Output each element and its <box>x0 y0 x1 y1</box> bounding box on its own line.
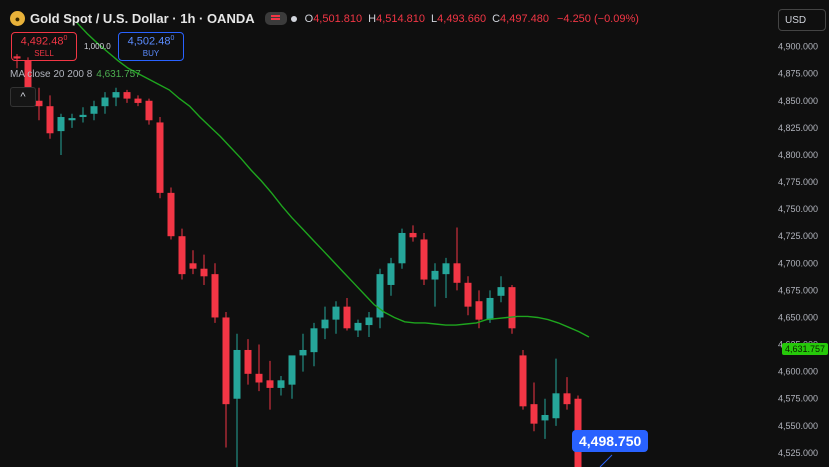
last-price-badge: 4,498.750 <box>572 430 649 452</box>
candle-down <box>35 100 43 107</box>
candle-up <box>354 322 362 331</box>
quantity-field[interactable]: 1,000.0 <box>84 42 111 51</box>
candle-down <box>563 393 571 405</box>
indicator-legend[interactable]: MA close 20 200 8 4,631.757 <box>10 69 141 80</box>
candle-up <box>486 297 494 320</box>
candle-down <box>420 239 428 280</box>
currency-selector[interactable]: USD <box>778 9 826 31</box>
price-tick-label: 4,725.000 <box>778 231 818 241</box>
candle-up <box>277 380 285 388</box>
candle-down <box>167 192 175 237</box>
price-axis[interactable]: 4,925.0004,900.0004,875.0004,850.0004,82… <box>778 15 818 458</box>
candle-down <box>409 232 417 238</box>
candle-up <box>310 328 318 353</box>
ma-price-tag: 4,631.757 <box>781 343 828 355</box>
candle-up <box>233 349 241 399</box>
moving-average-line <box>76 22 613 467</box>
candle-up <box>288 355 296 385</box>
candle-up <box>442 263 450 275</box>
sell-button[interactable]: 4,492.480 SELL <box>11 32 77 61</box>
candle-up <box>79 114 87 118</box>
candle-up <box>299 349 307 356</box>
symbol-legend: ● Gold Spot / U.S. Dollar · 1h · OANDA O… <box>10 11 639 26</box>
buy-label: BUY <box>142 48 160 58</box>
sell-price: 4,492.48 <box>20 35 64 48</box>
candle-up <box>552 393 560 419</box>
price-tick-label: 4,550.000 <box>778 421 818 431</box>
candle-down <box>123 92 131 99</box>
candle-up <box>497 287 505 296</box>
candles <box>13 54 582 467</box>
open-value: O4,501.810 <box>304 12 363 25</box>
low-value: L4,493.660 <box>431 12 487 25</box>
candle-up <box>321 319 329 329</box>
price-tick-label: 4,875.000 <box>778 69 818 79</box>
collapse-legend-button[interactable]: ^ <box>10 87 36 107</box>
candle-up <box>431 270 439 280</box>
candle-up <box>112 92 120 98</box>
candle-down <box>519 355 527 407</box>
price-tick-label: 4,700.000 <box>778 258 818 268</box>
buy-price: 4,502.48 <box>127 35 171 48</box>
price-tick-label: 4,775.000 <box>778 177 818 187</box>
candle-down <box>134 98 142 103</box>
candle-down <box>13 56 21 59</box>
price-tick-label: 4,650.000 <box>778 312 818 322</box>
candle-up <box>376 274 384 318</box>
chevron-up-icon: ^ <box>20 91 26 103</box>
candle-down <box>156 122 164 193</box>
candle-down <box>266 380 274 388</box>
candle-up <box>541 414 549 421</box>
market-status-icon[interactable] <box>290 15 297 22</box>
candle-up <box>387 263 395 285</box>
candle-up <box>398 232 406 264</box>
price-tick-label: 4,750.000 <box>778 204 818 214</box>
candle-down <box>178 236 186 275</box>
candle-down <box>530 404 538 424</box>
close-value: C4,497.480 <box>492 12 549 25</box>
candle-up <box>101 97 109 107</box>
candle-up <box>332 306 340 320</box>
badge-connector <box>599 454 613 467</box>
buy-button[interactable]: 4,502.480 BUY <box>118 32 184 61</box>
candle-down <box>255 373 263 383</box>
price-tick-label: 4,825.000 <box>778 123 818 133</box>
high-value: H4,514.810 <box>368 12 426 25</box>
candle-down <box>145 100 153 121</box>
candle-up <box>57 117 65 132</box>
candle-down <box>343 306 351 329</box>
price-tick-label: 4,800.000 <box>778 150 818 160</box>
candle-down <box>222 317 230 405</box>
candle-down <box>464 282 472 307</box>
candle-down <box>508 287 516 329</box>
bar-style-icon[interactable] <box>264 12 287 25</box>
price-tick-label: 4,600.000 <box>778 367 818 377</box>
candle-down <box>24 60 32 90</box>
candle-down <box>211 274 219 318</box>
gold-coin-icon: ● <box>10 11 25 26</box>
indicator-name: MA close 20 200 8 <box>10 69 93 80</box>
candle-down <box>189 263 197 269</box>
price-tick-label: 4,525.000 <box>778 448 818 458</box>
symbol-title[interactable]: Gold Spot / U.S. Dollar · 1h · OANDA <box>30 11 255 26</box>
ma-series-line <box>76 22 590 338</box>
price-tick-label: 4,850.000 <box>778 96 818 106</box>
price-tick-label: 4,675.000 <box>778 285 818 295</box>
sell-label: SELL <box>34 48 54 58</box>
indicator-value: 4,631.757 <box>96 69 141 80</box>
candle-up <box>68 118 76 121</box>
candle-up <box>90 106 98 114</box>
candle-down <box>244 349 252 374</box>
change-value: −4.250 (−0.09%) <box>556 12 639 25</box>
candle-up <box>365 317 373 326</box>
candle-down <box>46 106 54 134</box>
candle-down <box>453 263 461 283</box>
price-tick-label: 4,900.000 <box>778 42 818 52</box>
price-tick-label: 4,575.000 <box>778 394 818 404</box>
candle-down <box>475 301 483 320</box>
candle-down <box>200 268 208 277</box>
chart-header: ● Gold Spot / U.S. Dollar · 1h · OANDA O… <box>0 0 770 40</box>
